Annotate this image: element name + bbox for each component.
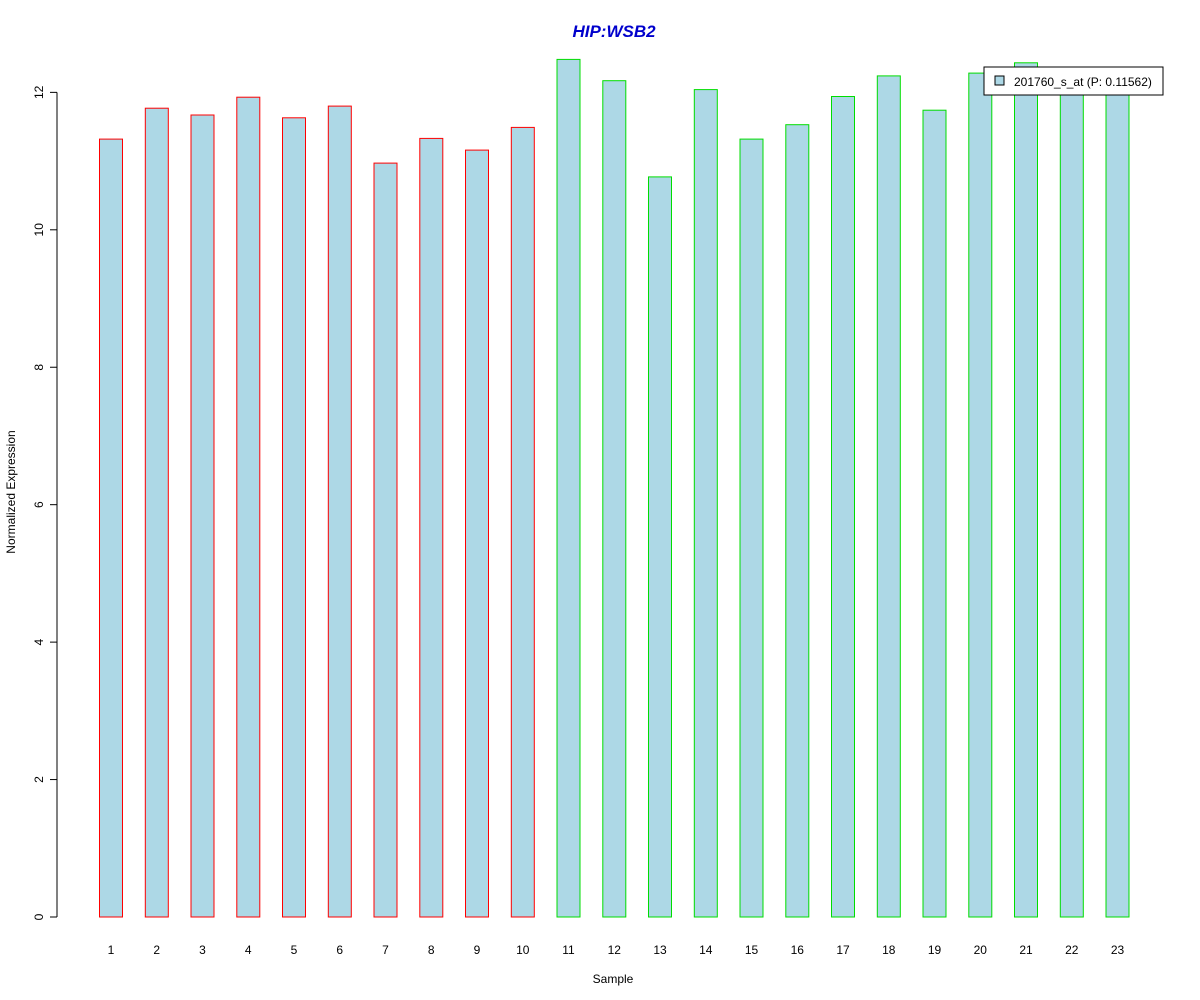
x-tick-label: 23 bbox=[1111, 943, 1125, 957]
x-tick-label: 4 bbox=[245, 943, 252, 957]
bar-sample-11 bbox=[556, 58, 581, 918]
y-tick-label: 4 bbox=[32, 638, 46, 645]
bar-sample-23 bbox=[1105, 91, 1130, 918]
chart-title: HIP:WSB2 bbox=[572, 22, 656, 41]
x-tick-label: 20 bbox=[974, 943, 988, 957]
bar-sample-13 bbox=[648, 176, 672, 918]
bar-sample-18 bbox=[876, 75, 901, 918]
bar-sample-19 bbox=[922, 109, 947, 918]
bar-sample-4 bbox=[236, 96, 261, 918]
bar-sample-22 bbox=[1059, 85, 1084, 918]
legend: 201760_s_at (P: 0.11562) bbox=[983, 66, 1164, 96]
x-tick-label: 9 bbox=[474, 943, 481, 957]
x-tick-label: 11 bbox=[562, 943, 575, 957]
bar-sample-9 bbox=[465, 149, 489, 918]
x-tick-label: 14 bbox=[699, 943, 713, 957]
y-tick-label: 12 bbox=[32, 85, 46, 99]
bar-sample-12 bbox=[602, 80, 627, 918]
x-tick-label: 18 bbox=[882, 943, 896, 957]
y-tick-label: 8 bbox=[32, 364, 46, 371]
x-tick-label: 10 bbox=[516, 943, 530, 957]
bar-sample-7 bbox=[373, 162, 398, 918]
x-tick-label: 2 bbox=[153, 943, 160, 957]
bar-sample-3 bbox=[190, 114, 215, 918]
x-axis-label: Sample bbox=[593, 972, 634, 986]
x-tick-label: 21 bbox=[1019, 943, 1033, 957]
x-tick-label: 12 bbox=[608, 943, 622, 957]
y-tick-label: 2 bbox=[32, 776, 46, 783]
bar-sample-20 bbox=[968, 72, 993, 918]
y-tick-label: 6 bbox=[32, 501, 46, 508]
bars-group bbox=[99, 58, 1130, 918]
legend-swatch bbox=[994, 75, 1005, 86]
x-tick-label: 15 bbox=[745, 943, 759, 957]
bar-sample-6 bbox=[327, 105, 352, 918]
x-tick-label: 7 bbox=[382, 943, 389, 957]
legend-box bbox=[983, 66, 1164, 96]
y-axis: 0 2 4 6 8 10 12 bbox=[32, 85, 58, 920]
x-tick-labels: 1 2 3 4 5 6 7 8 9 10 11 12 13 14 15 16 17 18 19 20 21 22 23 bbox=[108, 943, 1125, 957]
bar-sample-14 bbox=[693, 89, 718, 918]
y-axis-label: Normalized Expression bbox=[4, 430, 18, 553]
bar-sample-10 bbox=[510, 126, 535, 918]
bar-sample-15 bbox=[739, 138, 764, 918]
x-tick-label: 1 bbox=[108, 943, 115, 957]
x-tick-label: 16 bbox=[791, 943, 805, 957]
bar-sample-2 bbox=[144, 107, 169, 918]
x-tick-label: 17 bbox=[836, 943, 850, 957]
bar-sample-5 bbox=[282, 117, 306, 918]
y-tick-label: 10 bbox=[32, 223, 46, 237]
x-tick-label: 13 bbox=[653, 943, 667, 957]
bar-sample-8 bbox=[419, 137, 444, 918]
x-tick-label: 8 bbox=[428, 943, 435, 957]
bar-sample-17 bbox=[831, 96, 855, 918]
bar-sample-21 bbox=[1014, 62, 1038, 918]
x-tick-label: 3 bbox=[199, 943, 206, 957]
legend-label: 201760_s_at (P: 0.11562) bbox=[1014, 75, 1152, 89]
x-tick-label: 5 bbox=[291, 943, 298, 957]
x-tick-label: 19 bbox=[928, 943, 942, 957]
y-tick-label: 0 bbox=[32, 913, 46, 920]
bar-sample-1 bbox=[99, 138, 123, 918]
bar-sample-16 bbox=[785, 124, 810, 918]
x-tick-label: 6 bbox=[336, 943, 343, 957]
x-tick-label: 22 bbox=[1065, 943, 1079, 957]
